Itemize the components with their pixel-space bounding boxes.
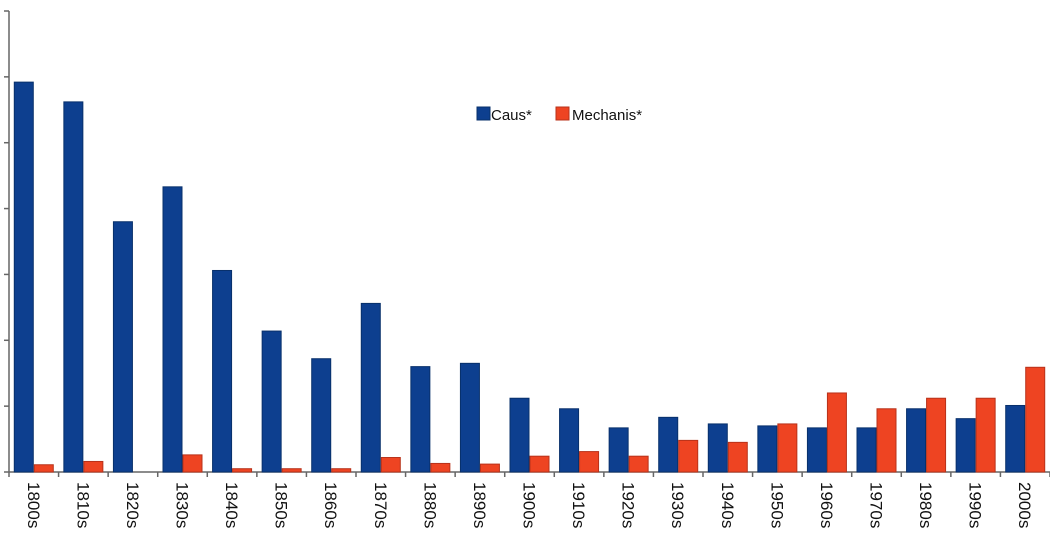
bar-mechanis-1920s [628,455,649,473]
x-tick-label-1920s: 1920s [619,482,638,528]
bar-caus-1850s [261,330,282,473]
x-tick-label-1870s: 1870s [371,482,390,528]
bar-caus-1820s [112,221,133,473]
bar-mechanis-1970s [876,408,897,473]
bar-mechanis-1910s [579,451,600,473]
bar-caus-1970s [856,427,877,473]
bar-caus-1910s [559,408,580,473]
bar-mechanis-1870s [380,457,401,473]
x-tick-label-1800s: 1800s [24,482,43,528]
x-tick-label-1940s: 1940s [718,482,737,528]
y-axis [4,10,10,473]
x-tick-label-1880s: 1880s [420,482,439,528]
x-tick-label-1960s: 1960s [817,482,836,528]
x-tick-label-1850s: 1850s [272,482,291,528]
legend-label-mechanis: Mechanis* [572,107,642,124]
bar-mechanis-1810s [83,460,104,473]
bar-caus-1940s [707,423,728,473]
legend: Caus* Mechanis* [476,106,642,124]
x-tick-labels: 1800s 1810s 1820s 1830s 1840s 1850s 1860s 1870s… [24,482,1034,528]
x-tick-label-1890s: 1890s [470,482,489,528]
bar-caus-1950s [757,425,778,473]
bar-mechanis-1950s [777,423,798,473]
bar-mechanis-1850s [281,468,302,473]
bars [13,81,1046,473]
x-tick-label-1820s: 1820s [123,482,142,528]
bar-mechanis-1880s [430,462,451,473]
x-tick-label-1810s: 1810s [73,482,92,528]
bar-mechanis-1960s [826,392,847,473]
bar-caus-1860s [311,358,332,473]
bar-mechanis-1940s [727,441,748,473]
x-tick-label-1830s: 1830s [173,482,192,528]
bar-mechanis-1980s [926,397,947,473]
bar-mechanis-2000s [1025,366,1046,473]
bar-caus-1920s [608,427,629,473]
x-tick-label-2000s: 2000s [1015,482,1034,528]
x-tick-label-1860s: 1860s [321,482,340,528]
bar-caus-1900s [509,397,530,473]
bar-caus-1890s [459,362,480,473]
bar-mechanis-1890s [479,463,500,473]
x-tick-label-1910s: 1910s [569,482,588,528]
x-tick-label-1990s: 1990s [966,482,985,528]
bar-caus-1930s [658,416,679,473]
bar-mechanis-1830s [182,454,203,473]
legend-swatch-mechanis [555,106,570,121]
x-tick-label-1980s: 1980s [916,482,935,528]
bar-mechanis-1800s [33,464,54,473]
x-tick-label-1950s: 1950s [767,482,786,528]
bar-caus-1830s [162,186,183,473]
legend-swatch-caus [476,106,491,121]
bar-caus-2000s [1005,404,1026,473]
legend-label-caus: Caus* [491,107,532,124]
bar-mechanis-1840s [232,468,253,473]
bar-caus-1960s [806,427,827,473]
bar-mechanis-1990s [975,397,996,473]
bar-mechanis-1900s [529,455,550,473]
bar-caus-1840s [212,269,233,473]
x-tick-label-1840s: 1840s [222,482,241,528]
bar-caus-1880s [410,366,431,473]
bar-mechanis-1860s [331,468,352,473]
bar-caus-1980s [906,408,927,473]
x-axis [8,471,1050,477]
bar-caus-1870s [360,302,381,473]
bar-mechanis-1930s [678,439,699,473]
bar-caus-1800s [13,81,34,473]
x-tick-label-1900s: 1900s [520,482,539,528]
bar-caus-1810s [63,101,84,473]
bar-caus-1990s [955,418,976,473]
x-tick-label-1970s: 1970s [867,482,886,528]
x-tick-label-1930s: 1930s [668,482,687,528]
